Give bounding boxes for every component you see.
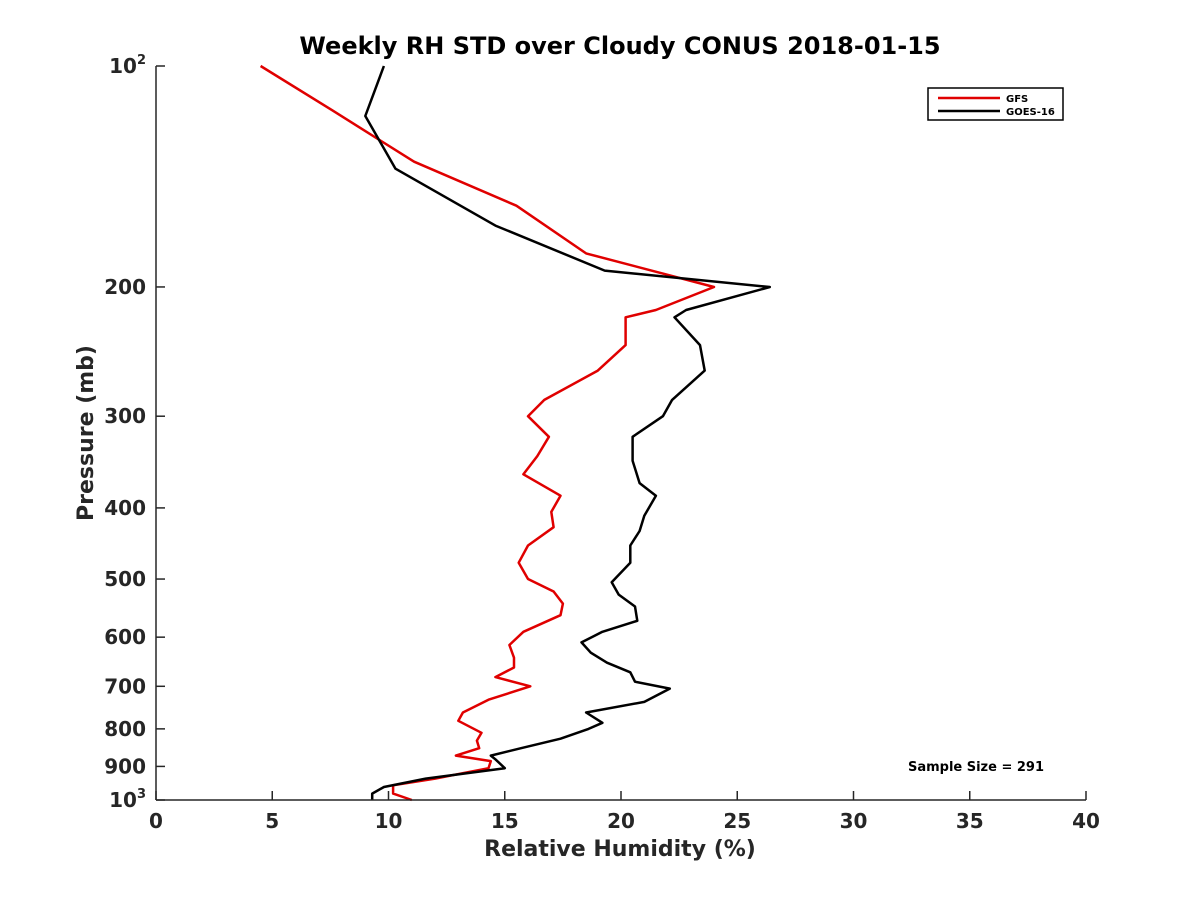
y-tick-label: 600 <box>104 625 146 649</box>
x-tick-label: 0 <box>149 809 163 833</box>
y-tick-label: 400 <box>104 496 146 520</box>
chart-title: Weekly RH STD over Cloudy CONUS 2018-01-… <box>299 32 940 60</box>
y-tick-label: 500 <box>104 567 146 591</box>
y-tick-label: 800 <box>104 717 146 741</box>
y-tick-label: 200 <box>104 275 146 299</box>
legend-label-gfs: GFS <box>1006 94 1028 105</box>
y-tick-label: 900 <box>104 754 146 778</box>
x-tick-label: 20 <box>607 809 635 833</box>
x-tick-label: 25 <box>723 809 751 833</box>
x-axis-label: Relative Humidity (%) <box>484 837 756 862</box>
y-tick-label: 300 <box>104 404 146 428</box>
x-tick-label: 35 <box>956 809 984 833</box>
series-line-gfs <box>259 64 716 802</box>
y-axis-label: Pressure (mb) <box>74 345 99 521</box>
x-tick-label: 30 <box>840 809 868 833</box>
sample-size-annotation: Sample Size = 291 <box>908 760 1044 775</box>
series-line-goes16 <box>364 65 772 800</box>
legend-label-goes16: GOES-16 <box>1006 107 1055 118</box>
legend: GFS GOES-16 <box>927 87 1064 121</box>
x-tick-label: 10 <box>375 809 403 833</box>
y-tick-label: 103 <box>109 787 146 812</box>
y-tick-label: 102 <box>109 53 146 78</box>
x-tick-label: 15 <box>491 809 519 833</box>
x-tick-label: 5 <box>265 809 279 833</box>
legend-box <box>927 87 1064 121</box>
series-layer <box>259 64 772 802</box>
x-tick-label: 40 <box>1072 809 1100 833</box>
axes-layer: 0 5 10 15 20 25 30 35 40 102 200 300 400 500 600 700 800… <box>104 53 1100 833</box>
y-tick-label: 700 <box>104 674 146 698</box>
